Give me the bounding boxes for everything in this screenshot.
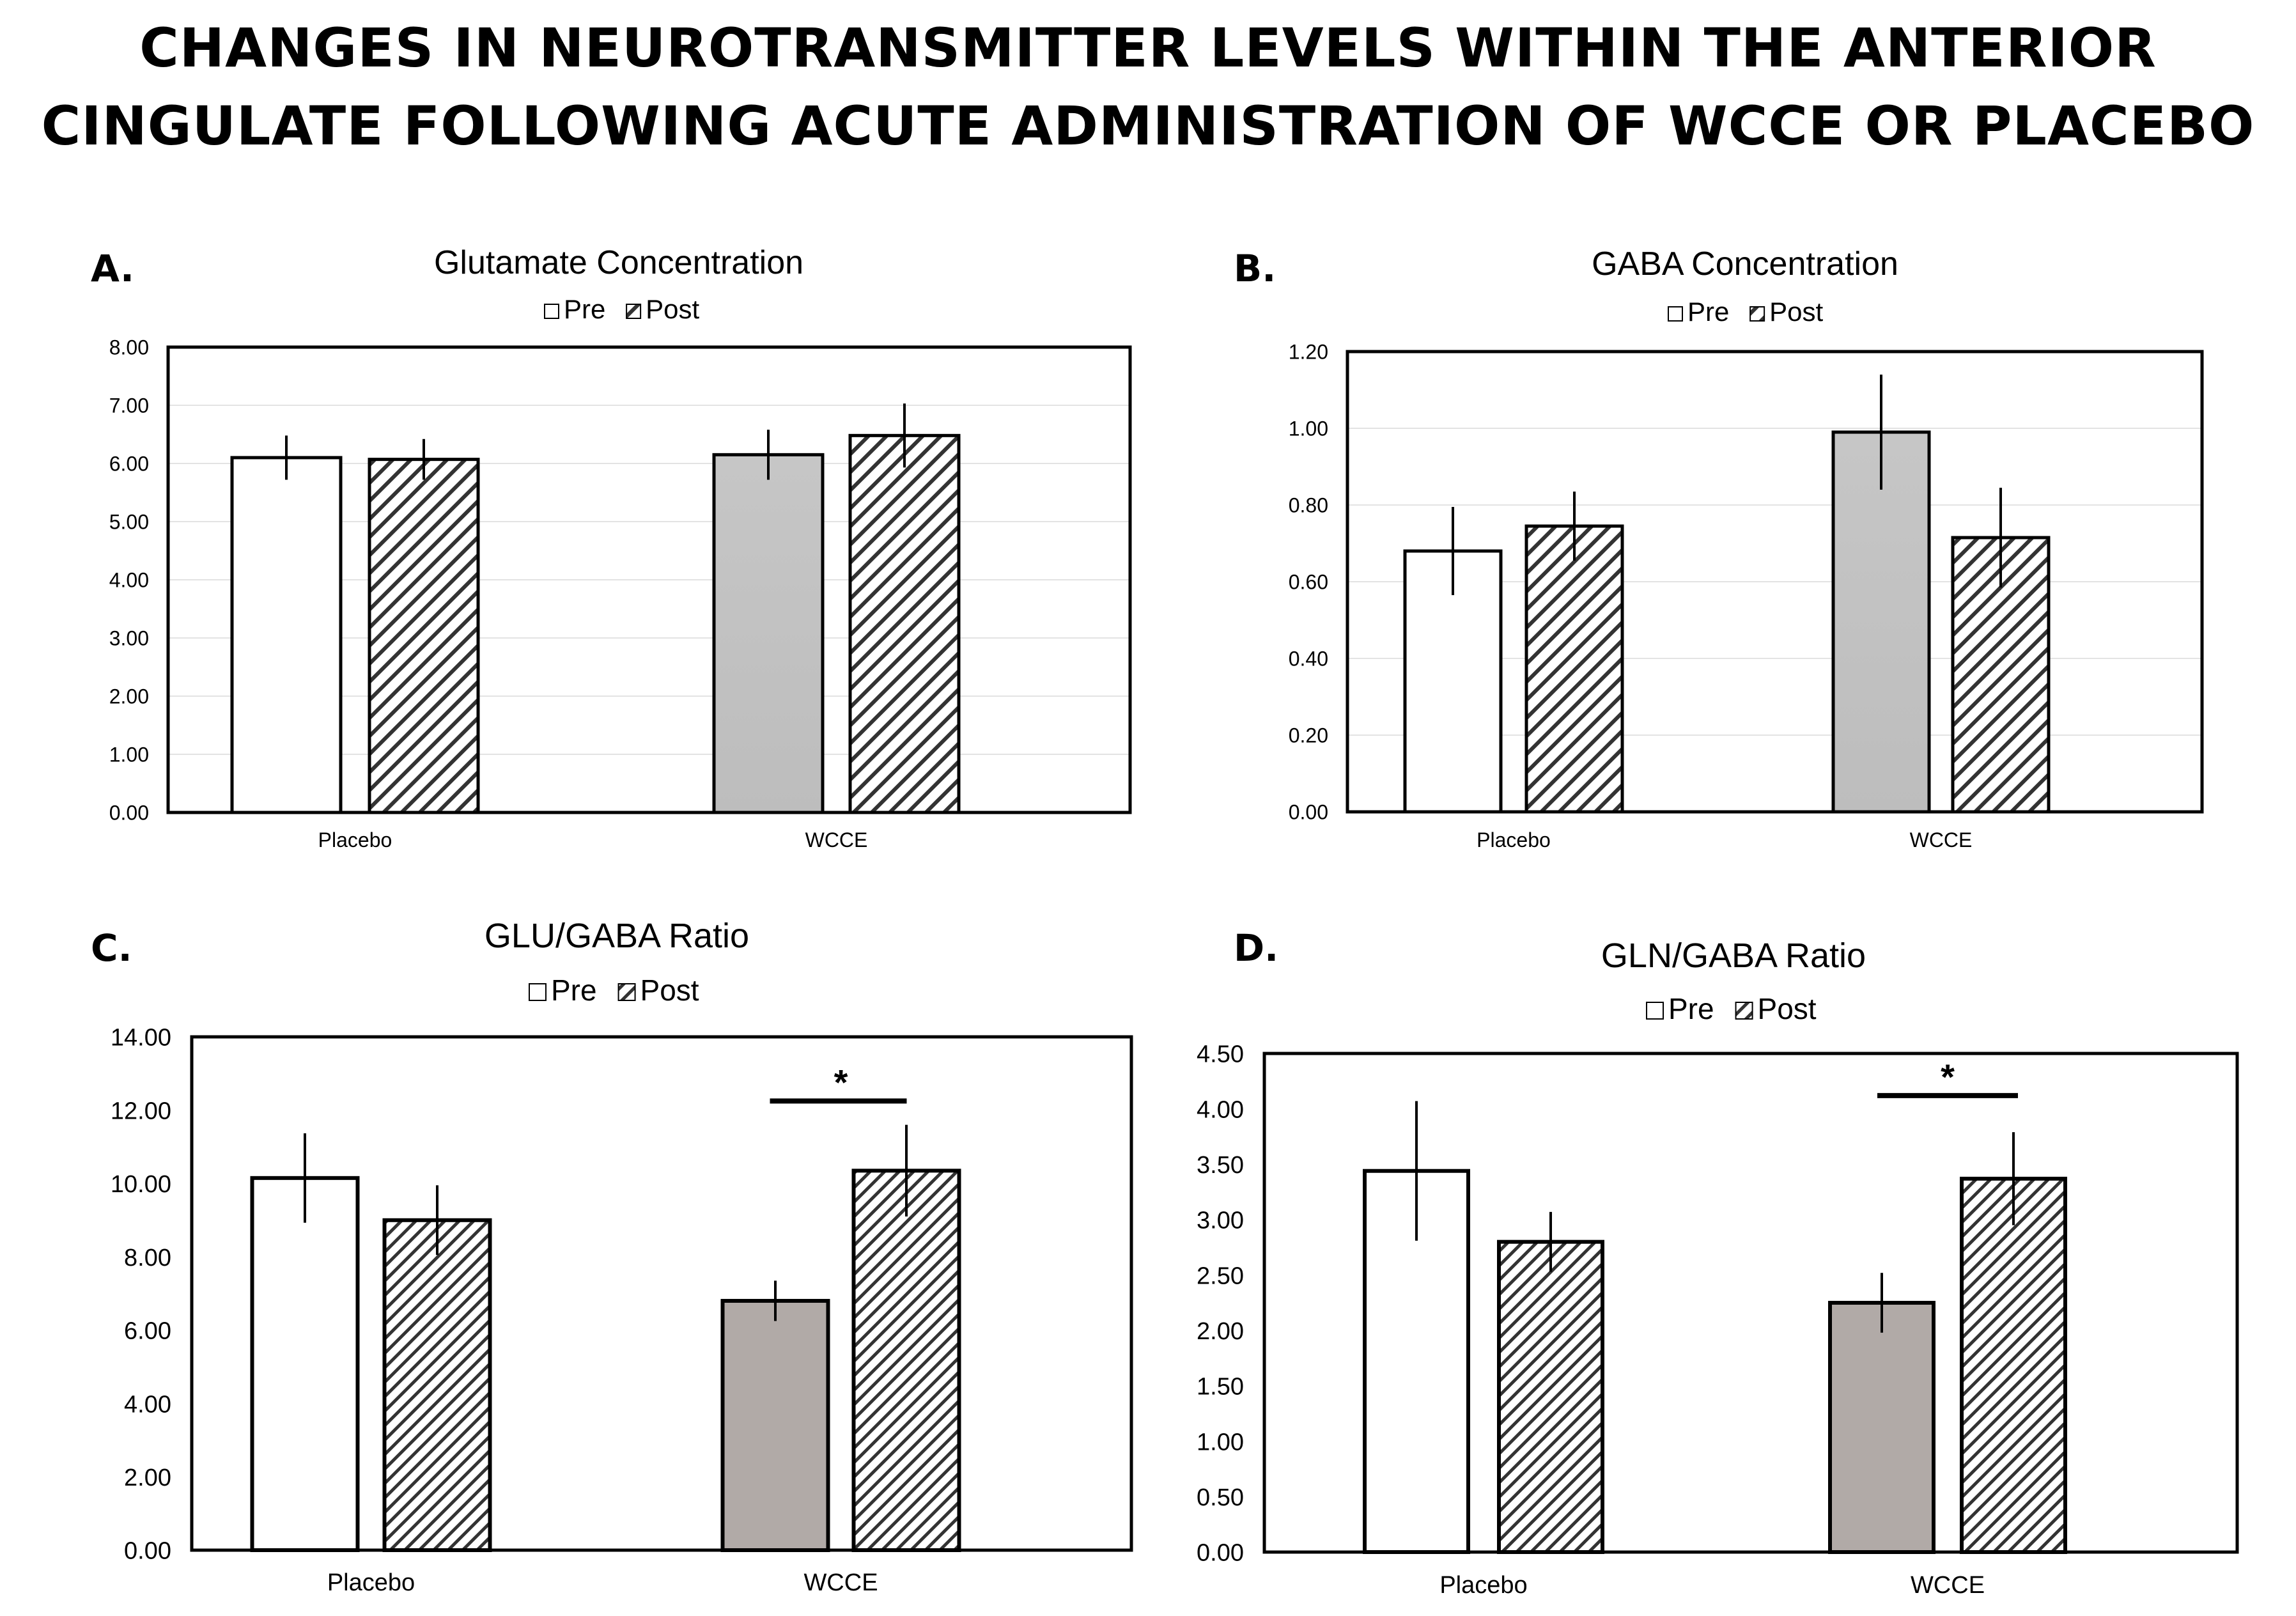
panel-label: D.	[1234, 926, 1278, 970]
y-tick-label: 4.50	[1197, 1041, 1244, 1068]
bar-post-wcce	[1960, 1176, 2067, 1555]
y-tick-label: 4.00	[1197, 1096, 1244, 1123]
gaba-chart: B. GABA Concentration Pre Post 0.00 0.20 0.40 0…	[1234, 245, 2204, 851]
legend-post-label: Post	[646, 294, 699, 324]
y-tick-label: 0.00	[124, 1538, 171, 1565]
y-tick-label: 0.00	[1289, 801, 1328, 824]
legend-pre-swatch	[1668, 306, 1683, 322]
x-category-label: WCCE	[1910, 828, 1973, 851]
legend-post-swatch	[1735, 1002, 1753, 1020]
legend-post-label: Post	[1769, 297, 1823, 327]
bar-post-placebo	[1497, 1239, 1604, 1554]
y-tick-label: 6.00	[109, 453, 149, 476]
bar-post-placebo	[382, 1218, 492, 1553]
y-tick-label: 5.00	[109, 511, 149, 534]
bar-pre-wcce	[1831, 430, 1931, 814]
y-tick-label: 4.00	[124, 1391, 171, 1418]
x-category-label: WCCE	[803, 1569, 878, 1596]
bar-pre-placebo	[250, 1176, 360, 1552]
panel-label: A.	[91, 247, 134, 290]
y-tick-label: 0.40	[1289, 648, 1328, 671]
legend-pre-swatch	[544, 304, 559, 319]
panel-label: C.	[91, 926, 132, 970]
legend-post-label: Post	[1758, 992, 1817, 1025]
significance-asterisk: *	[834, 1062, 848, 1102]
glu-gaba-ratio-chart: C. GLU/GABA Ratio Pre Post 0.00 2.00 4.00 6.00 8…	[91, 917, 1133, 1596]
y-tick-label: 3.50	[1197, 1152, 1244, 1179]
figure-title-line-1: CHANGES IN NEUROTRANSMITTER LEVELS WITHI…	[139, 17, 2157, 79]
y-tick-label: 3.00	[109, 627, 149, 650]
legend-pre-label: Pre	[1687, 297, 1729, 327]
y-tick-label: 0.50	[1197, 1484, 1244, 1511]
panel-label: B.	[1234, 247, 1276, 290]
legend-post-label: Post	[640, 974, 699, 1007]
chart-title: GLN/GABA Ratio	[1601, 936, 1866, 975]
x-category-label: Placebo	[318, 828, 392, 851]
y-tick-label: 0.00	[1197, 1540, 1244, 1567]
y-tick-label: 2.00	[124, 1464, 171, 1491]
y-tick-label: 8.00	[109, 336, 149, 359]
chart-title: Glutamate Concentration	[434, 244, 803, 281]
y-tick-label: 2.50	[1197, 1262, 1244, 1289]
y-tick-label: 10.00	[111, 1171, 171, 1198]
chart-title: GABA Concentration	[1592, 245, 1898, 283]
plot-frame	[166, 345, 1132, 814]
bar-post-wcce	[848, 433, 961, 814]
bar-pre-placebo	[230, 456, 343, 814]
chart-title: GLU/GABA Ratio	[485, 917, 749, 955]
y-tick-label: 0.80	[1289, 494, 1328, 517]
y-tick-label: 1.20	[1289, 341, 1328, 364]
y-tick-label: 3.00	[1197, 1208, 1244, 1234]
bar-pre-wcce	[720, 1298, 830, 1552]
bar-post-placebo	[1524, 524, 1624, 814]
y-tick-label: 2.00	[109, 685, 149, 708]
y-tick-label: 12.00	[111, 1098, 171, 1124]
y-tick-label: 1.00	[109, 743, 149, 766]
y-tick-label: 1.00	[1289, 417, 1328, 440]
y-tick-label: 0.60	[1289, 571, 1328, 594]
x-category-label: Placebo	[1477, 828, 1551, 851]
x-category-label: Placebo	[327, 1569, 415, 1596]
y-tick-label: 0.20	[1289, 724, 1328, 747]
y-tick-label: 14.00	[111, 1025, 171, 1052]
y-tick-label: 1.50	[1197, 1374, 1244, 1401]
glutamate-chart: A. Glutamate Concentration Pre Post 0.00 1.00…	[91, 244, 1132, 851]
legend-post-swatch	[1749, 306, 1765, 322]
significance-asterisk: *	[1941, 1057, 1955, 1097]
bar-pre-wcce	[712, 453, 825, 814]
legend-pre-label: Pre	[551, 974, 597, 1007]
y-tick-label: 8.00	[124, 1245, 171, 1271]
y-tick-label: 6.00	[124, 1318, 171, 1345]
y-tick-label: 0.00	[109, 802, 149, 825]
legend-post-swatch	[617, 983, 636, 1001]
legend-pre-label: Pre	[564, 294, 605, 324]
gln-gaba-ratio-chart: D. GLN/GABA Ratio Pre Post 0.00 0.50 1.00 1.50 2…	[1197, 926, 2239, 1599]
legend-pre-swatch	[1646, 1002, 1664, 1020]
y-tick-label: 2.00	[1197, 1318, 1244, 1345]
legend-pre-swatch	[529, 983, 547, 1001]
plot-frame	[1346, 350, 2204, 814]
x-category-label: WCCE	[1911, 1572, 1985, 1599]
legend-post-swatch	[626, 304, 642, 319]
bar-post-wcce	[851, 1169, 961, 1552]
bar-post-placebo	[368, 458, 480, 814]
x-category-label: Placebo	[1439, 1572, 1527, 1599]
plot-frame	[190, 1035, 1133, 1552]
y-tick-label: 7.00	[109, 394, 149, 417]
y-tick-label: 1.00	[1197, 1429, 1244, 1456]
plot-frame	[1262, 1052, 2239, 1554]
bar-pre-wcce	[1828, 1301, 1935, 1554]
figure-title: CHANGES IN NEUROTRANSMITTER LEVELS WITHI…	[0, 9, 2296, 165]
y-tick-label: 4.00	[109, 569, 149, 592]
x-category-label: WCCE	[805, 828, 868, 851]
figure-title-line-2: CINGULATE FOLLOWING ACUTE ADMINISTRATION…	[41, 95, 2255, 157]
legend-pre-label: Pre	[1668, 992, 1714, 1025]
